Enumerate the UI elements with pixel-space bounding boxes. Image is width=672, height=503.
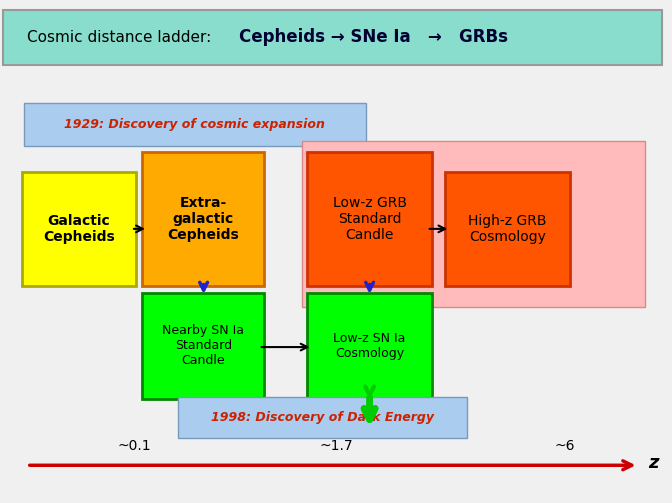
FancyBboxPatch shape bbox=[3, 10, 662, 65]
Text: ~6: ~6 bbox=[554, 439, 575, 453]
Text: Extra-
galactic
Cepheids: Extra- galactic Cepheids bbox=[167, 196, 239, 242]
Text: z: z bbox=[648, 454, 659, 472]
FancyBboxPatch shape bbox=[307, 293, 432, 399]
FancyBboxPatch shape bbox=[307, 152, 432, 286]
Text: Galactic
Cepheids: Galactic Cepheids bbox=[43, 214, 115, 244]
Text: 1929: Discovery of cosmic expansion: 1929: Discovery of cosmic expansion bbox=[65, 118, 325, 131]
Text: Low-z GRB
Standard
Candle: Low-z GRB Standard Candle bbox=[333, 196, 407, 242]
Text: ~0.1: ~0.1 bbox=[118, 439, 151, 453]
FancyBboxPatch shape bbox=[445, 172, 570, 286]
Text: Nearby SN Ia
Standard
Candle: Nearby SN Ia Standard Candle bbox=[162, 324, 245, 367]
FancyBboxPatch shape bbox=[24, 103, 366, 146]
Text: Cosmic distance ladder:: Cosmic distance ladder: bbox=[27, 30, 221, 45]
Text: High-z GRB
Cosmology: High-z GRB Cosmology bbox=[468, 214, 546, 244]
Text: 1998: Discovery of Dark Energy: 1998: Discovery of Dark Energy bbox=[211, 411, 434, 424]
Text: ~1.7: ~1.7 bbox=[319, 439, 353, 453]
FancyBboxPatch shape bbox=[142, 293, 264, 399]
Text: Low-z SN Ia
Cosmology: Low-z SN Ia Cosmology bbox=[333, 332, 406, 360]
Text: Cepheids → SNe Ia   →   GRBs: Cepheids → SNe Ia → GRBs bbox=[239, 28, 507, 46]
FancyBboxPatch shape bbox=[22, 172, 136, 286]
FancyBboxPatch shape bbox=[178, 397, 467, 438]
FancyBboxPatch shape bbox=[142, 152, 264, 286]
FancyBboxPatch shape bbox=[302, 141, 645, 307]
